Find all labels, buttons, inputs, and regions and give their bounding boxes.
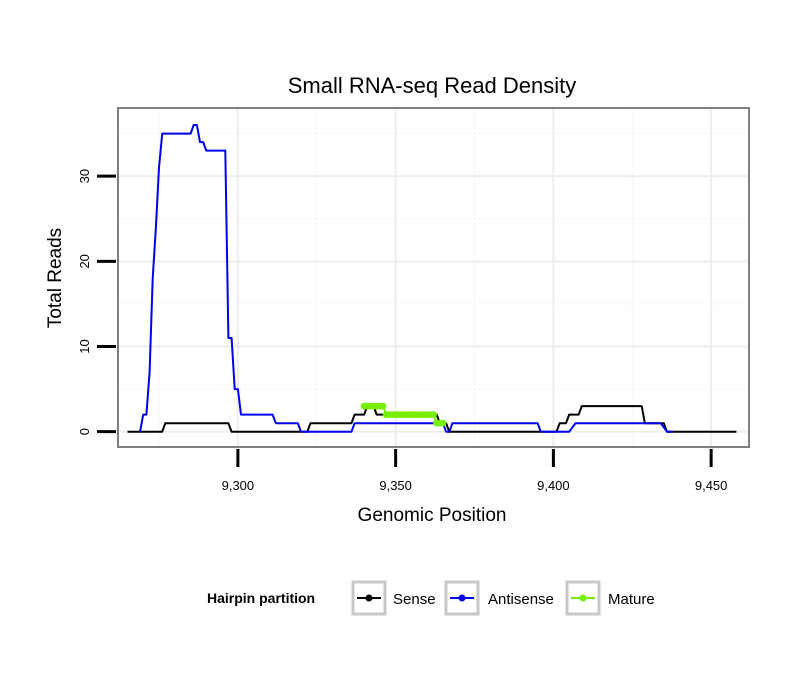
x-tick-label: 9,300	[222, 478, 255, 493]
x-axis-title: Genomic Position	[358, 505, 507, 526]
y-axis: 0 10 20 30	[77, 169, 116, 435]
legend-label: Antisense	[488, 591, 554, 608]
y-tick-label: 0	[77, 428, 92, 435]
legend-title: Hairpin partition	[207, 590, 315, 606]
plot-panel	[118, 108, 749, 447]
legend-item-sense: Sense	[351, 580, 436, 616]
x-tick-label: 9,400	[537, 478, 570, 493]
mature-point	[439, 419, 447, 427]
legend: Hairpin partition Sense Antisense Mature	[207, 580, 655, 616]
legend-label: Mature	[608, 591, 655, 608]
series-line-antisense	[139, 124, 674, 433]
legend-label: Sense	[393, 591, 436, 608]
legend-item-antisense: Antisense	[444, 580, 554, 616]
x-tick-label: 9,350	[379, 478, 412, 493]
legend-key-point	[579, 594, 587, 602]
x-axis: 9,300 9,350 9,400 9,450	[222, 449, 728, 493]
mature-point	[430, 411, 437, 419]
series-layer	[127, 124, 737, 433]
chart-title: Small RNA-seq Read Density	[288, 73, 577, 98]
y-tick-label: 30	[77, 169, 92, 183]
series-antisense	[139, 124, 674, 433]
grid-lines	[118, 108, 749, 447]
legend-key-point	[365, 594, 373, 602]
x-tick-label: 9,450	[695, 478, 728, 493]
y-tick-label: 10	[77, 339, 92, 353]
legend-key-point	[458, 594, 466, 602]
y-tick-label: 20	[77, 254, 92, 268]
series-mature	[360, 402, 447, 427]
plot-border	[117, 107, 750, 448]
legend-item-mature: Mature	[565, 580, 655, 616]
y-axis-title: Total Reads	[45, 228, 66, 328]
mature-point	[379, 402, 387, 410]
